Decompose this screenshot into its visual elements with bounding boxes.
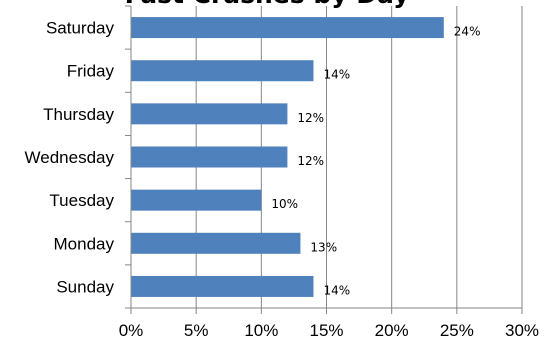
labels: 0% 5% 10% 15% 20% 25% 30% Saturday 24% Friday 14% T…	[25, 19, 539, 340]
x-tick-label: 20%	[375, 321, 409, 340]
x-tick-label: 0%	[119, 321, 144, 340]
x-tick-label: 25%	[440, 321, 474, 340]
axes	[125, 5, 523, 314]
data-label: 14%	[323, 283, 350, 297]
bar-tuesday	[131, 189, 262, 211]
data-label: 13%	[310, 240, 337, 254]
x-tick-label: 5%	[184, 321, 209, 340]
bar-friday	[131, 60, 314, 82]
bar-sunday	[131, 275, 314, 297]
bar-wednesday	[131, 146, 288, 168]
category-label: Wednesday	[25, 148, 115, 167]
x-tick-label: 30%	[505, 321, 539, 340]
category-label: Thursday	[43, 105, 114, 124]
data-label: 14%	[323, 68, 350, 82]
bar-saturday	[131, 17, 444, 39]
bars	[131, 17, 444, 297]
data-label: 10%	[271, 197, 298, 211]
x-tick-label: 15%	[309, 321, 343, 340]
data-label: 12%	[297, 111, 324, 125]
data-label: 12%	[297, 154, 324, 168]
category-label: Sunday	[56, 277, 114, 296]
category-label: Tuesday	[49, 191, 114, 210]
gridlines	[195, 6, 523, 308]
x-tick-label: 10%	[244, 321, 278, 340]
category-label: Monday	[54, 234, 115, 253]
bar-monday	[131, 232, 301, 254]
category-label: Saturday	[46, 19, 115, 38]
category-label: Friday	[67, 62, 115, 81]
bar-thursday	[131, 103, 288, 125]
chart-title: Fast Crashes by Day	[125, 0, 410, 9]
data-label: 24%	[454, 25, 481, 39]
